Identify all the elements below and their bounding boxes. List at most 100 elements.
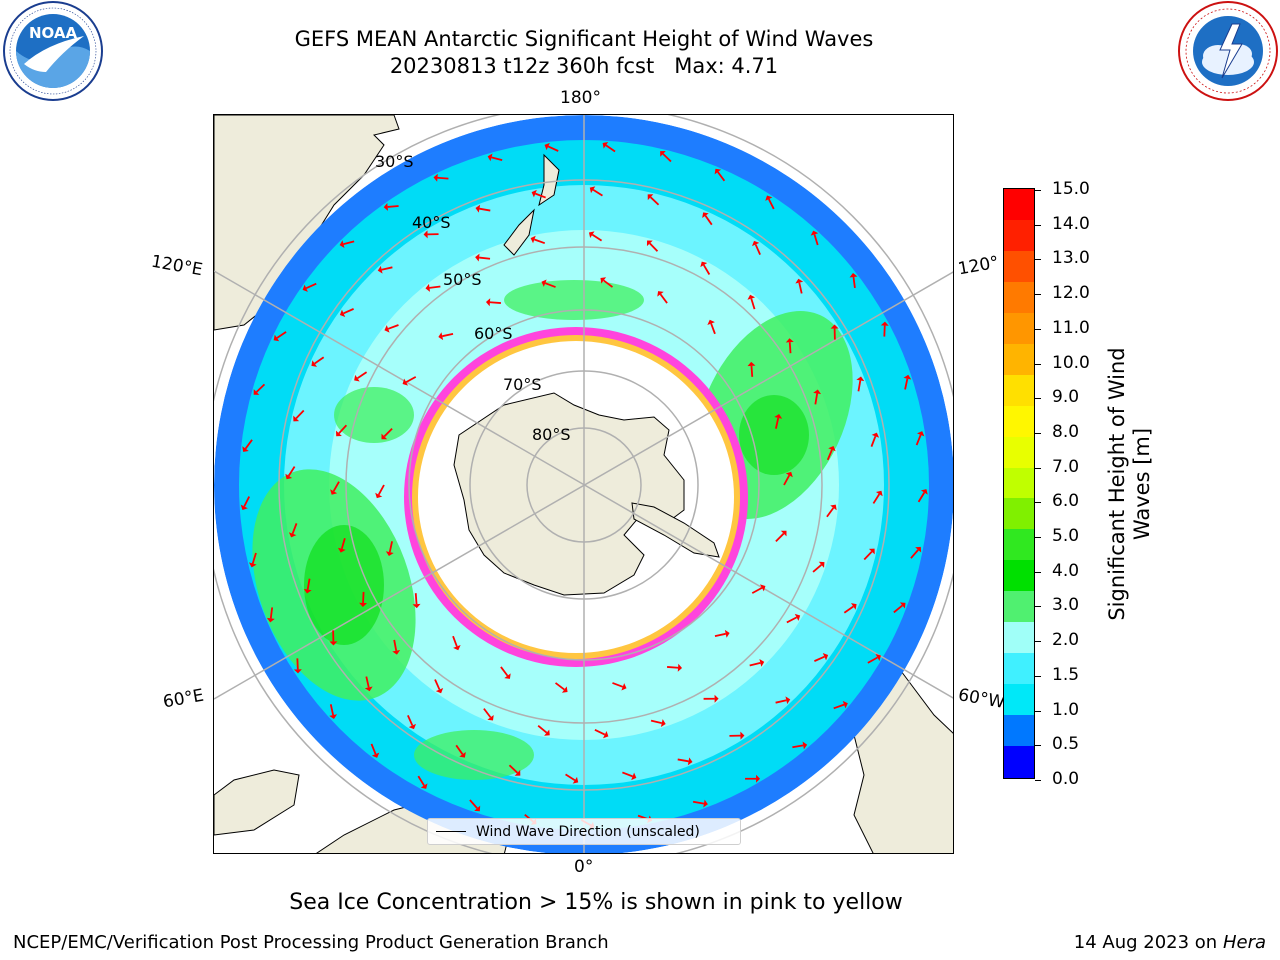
wind-arrow-head — [822, 653, 829, 661]
wind-arrow — [714, 632, 726, 638]
wind-arrow-head — [385, 551, 394, 557]
wind-arrow-head — [703, 799, 708, 808]
wind-arrow-head — [485, 298, 491, 307]
wind-arrow — [343, 240, 355, 245]
wind-arrow — [388, 541, 393, 553]
colorbar-segment — [1004, 560, 1034, 592]
wind-arrow — [479, 207, 491, 212]
wind-arrow — [649, 242, 659, 252]
colorbar-segment — [1004, 653, 1034, 685]
wind-arrow-head — [702, 212, 709, 218]
footer-machine: Hera — [1222, 932, 1266, 953]
wind-arrow-head — [375, 492, 383, 499]
colorbar-title: Significant Height of Wind Waves [m] — [1105, 334, 1155, 634]
wind-arrow — [407, 715, 414, 726]
wind-arrow-head — [871, 432, 880, 438]
wind-arrow-head — [785, 696, 791, 705]
colorbar-tick-mark — [1035, 780, 1041, 781]
wind-arrow — [662, 153, 672, 163]
wind-arrow-head — [377, 265, 383, 274]
wind-arrow — [332, 481, 340, 492]
lon-label-180: 180° — [560, 88, 601, 108]
wind-arrow-head — [795, 278, 804, 284]
wind-arrow-head — [588, 231, 595, 239]
wind-arrow-head — [785, 471, 793, 478]
wind-arrow — [479, 256, 491, 260]
colorbar-tick-label: 6.0 — [1052, 491, 1080, 512]
colorbar-tick-mark — [1035, 675, 1041, 677]
wind-arrow-head — [740, 731, 745, 740]
wind-arrow-head — [756, 774, 761, 783]
wind-arrow — [863, 550, 873, 561]
wind-arrow — [306, 578, 311, 590]
wind-arrow — [813, 234, 819, 246]
lon-label-120w: 120° — [956, 252, 1001, 280]
wind-arrow-head — [420, 783, 428, 789]
lat-label-60s: 60°S — [474, 324, 513, 343]
colorbar-segment — [1004, 498, 1034, 531]
colorbar-tick-mark — [1035, 502, 1041, 504]
sea-ice-note: Sea Ice Concentration > 15% is shown in … — [0, 890, 1280, 915]
legend-label: Wind Wave Direction (unscaled) — [476, 823, 700, 840]
wind-arrow-head — [329, 641, 338, 646]
footer-credit: NCEP/EMC/Verification Post Processing Pr… — [13, 932, 609, 953]
wind-arrow-head — [842, 700, 848, 709]
wind-arrow-head — [423, 230, 428, 239]
colorbar-segment — [1004, 436, 1034, 469]
wind-arrow-head — [810, 230, 819, 236]
wind-arrow-head — [657, 291, 664, 297]
colorbar-tick-mark — [1035, 467, 1041, 469]
wind-arrow — [833, 703, 845, 710]
wind-arrow-head — [915, 546, 922, 553]
wind-arrow — [605, 144, 616, 153]
colorbar-tick-label: 0.0 — [1052, 769, 1080, 789]
wind-arrow-head — [687, 757, 693, 766]
lat-label-50s: 50°S — [443, 270, 482, 289]
wind-arrow — [603, 279, 614, 288]
wind-arrow — [338, 424, 348, 434]
wind-arrow-head — [371, 752, 380, 758]
wind-arrow — [751, 587, 763, 594]
wind-arrow-head — [920, 489, 928, 495]
title-line-2: 20230813 t12z 360h fcst Max: 4.71 — [389, 54, 779, 78]
wind-arrow-head — [392, 649, 401, 655]
wind-arrow — [917, 492, 926, 503]
lat-label-70s: 70°S — [503, 375, 542, 394]
colorbar-tick-label: 1.5 — [1052, 664, 1080, 685]
wind-arrow — [870, 436, 877, 447]
wind-arrow — [370, 743, 377, 755]
colorbar-tick-label: 12.0 — [1052, 283, 1090, 304]
wind-arrow — [287, 466, 296, 477]
wind-arrow-head — [541, 279, 547, 287]
wind-arrow-head — [248, 562, 257, 568]
wind-arrow-head — [700, 261, 708, 268]
wind-arrow-head — [504, 673, 511, 679]
wind-arrow-head — [813, 389, 822, 395]
wind-arrow — [910, 549, 919, 559]
wind-arrow-head — [459, 752, 466, 758]
wind-arrow — [314, 356, 325, 365]
lat-label-80s: 80°S — [532, 425, 571, 444]
colorbar-tick-label: 15.0 — [1052, 179, 1090, 199]
wind-arrow-head — [714, 168, 722, 175]
colorbar-tick-mark — [1035, 606, 1041, 608]
wind-arrow — [749, 661, 761, 667]
wind-arrow — [750, 298, 756, 310]
wind-arrow-head — [561, 686, 568, 693]
colorbar-segment — [1004, 250, 1034, 283]
wind-arrow-head — [903, 374, 912, 380]
wind-arrow-head — [302, 284, 308, 292]
wind-arrow-head — [899, 602, 906, 609]
wind-arrow — [788, 342, 792, 354]
wind-arrow-head — [765, 195, 773, 201]
noaa-logo: NOAA — [3, 1, 103, 101]
wind-arrow-head — [600, 277, 607, 284]
wind-arrow — [442, 332, 454, 338]
wind-arrow — [594, 728, 606, 736]
meridian-60e-120w — [214, 271, 953, 700]
chart-title: GEFS MEAN Antarctic Significant Height o… — [0, 26, 1168, 80]
wind-arrow-head — [475, 253, 480, 262]
wind-arrow — [812, 564, 823, 573]
wind-arrow — [255, 383, 266, 393]
wind-arrow-head — [412, 603, 421, 609]
